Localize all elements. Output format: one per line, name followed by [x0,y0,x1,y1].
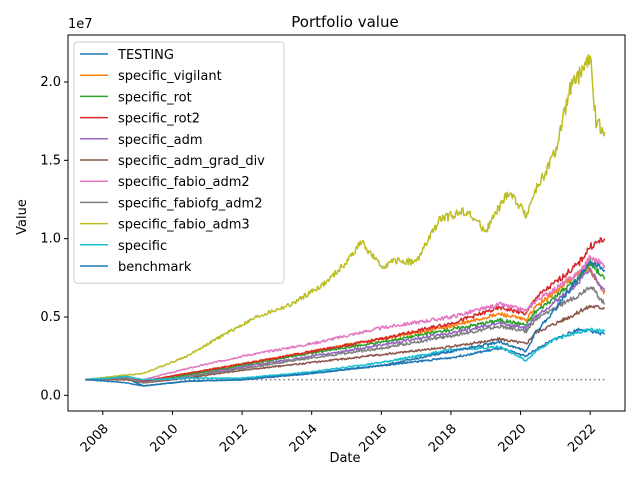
y-offset-text: 1e7 [68,17,93,32]
legend-label-benchmark: benchmark [118,260,192,275]
series-line-specific [85,327,606,381]
series-line-specific_adm_grad_div [85,304,605,384]
series-line-specific_rot2 [85,237,606,383]
legend-label-specific_rot2: specific_rot2 [118,112,200,127]
legend-label-specific_adm: specific_adm [118,133,203,148]
y-axis-label: Value [15,199,30,235]
x-axis-label: Date [329,451,360,466]
legend-label-specific_fabio_adm3: specific_fabio_adm3 [118,218,250,233]
y-tick-label: 2.0 [40,75,61,90]
y-tick-label: 1.0 [40,232,61,247]
legend-label-specific_fabio_adm2: specific_fabio_adm2 [118,175,250,190]
legend-label-specific_vigilant: specific_vigilant [118,69,222,84]
y-tick-label: 0.5 [40,310,61,325]
legend-label-specific_rot: specific_rot [118,90,192,105]
y-tick-label: 1.5 [40,153,61,168]
series-line-specific_rot [85,259,606,384]
legend-label-specific_fabiofg_adm2: specific_fabiofg_adm2 [118,196,262,211]
series-line-specific_fabio_adm3 [85,54,606,381]
axes-frame [67,34,626,412]
y-axis-ticks: 0.0 0.5 1.0 1.5 2.0 [40,75,68,403]
y-tick-label: 0.0 [40,388,61,403]
legend-label-TESTING: TESTING [117,48,174,63]
legend: TESTING specific_vigilant specific_rotspec… [73,41,285,284]
series-line-specific_fabio_adm2 [85,255,606,381]
plot-area [67,34,626,412]
chart-title: Portfolio value [291,13,398,31]
legend-label-specific_adm_grad_div: specific_adm_grad_div [118,154,265,169]
legend-label-specific: specific [118,239,167,254]
series-line-benchmark [85,260,606,387]
legend-box [73,41,285,284]
